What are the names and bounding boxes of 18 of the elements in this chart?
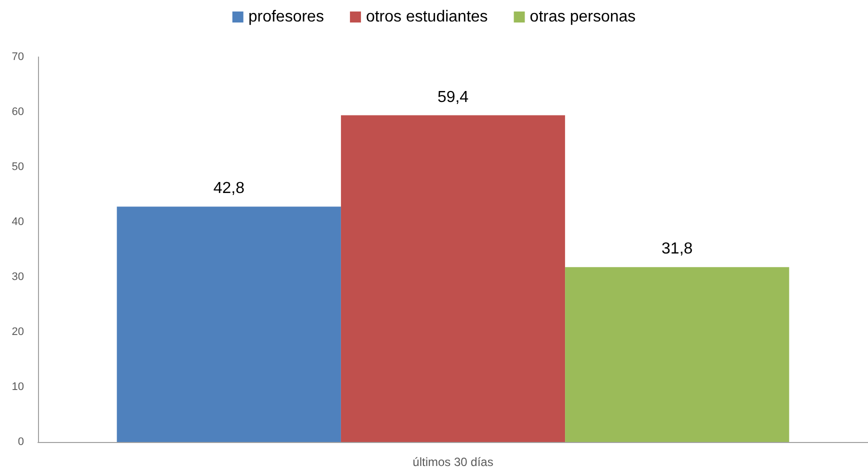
data-label: 59,4	[437, 88, 469, 106]
data-label: 31,8	[662, 240, 693, 258]
bar	[116, 206, 341, 442]
legend-label: otros estudiantes	[366, 8, 488, 26]
y-tick-label: 20	[12, 326, 24, 338]
y-tick-label: 10	[12, 381, 24, 393]
y-tick-label: 70	[12, 51, 24, 63]
x-tick-label: últimos 30 días	[412, 455, 494, 469]
y-tick-label: 30	[12, 271, 24, 283]
bar	[340, 115, 566, 442]
legend-label: profesores	[248, 8, 324, 26]
bar	[565, 267, 790, 442]
y-tick-label: 60	[12, 106, 24, 118]
legend-label: otras personas	[530, 8, 636, 26]
data-label: 42,8	[213, 180, 245, 198]
y-tick-label: 40	[12, 216, 24, 228]
y-tick-label: 50	[12, 161, 24, 173]
y-tick-label: 0	[18, 436, 24, 448]
